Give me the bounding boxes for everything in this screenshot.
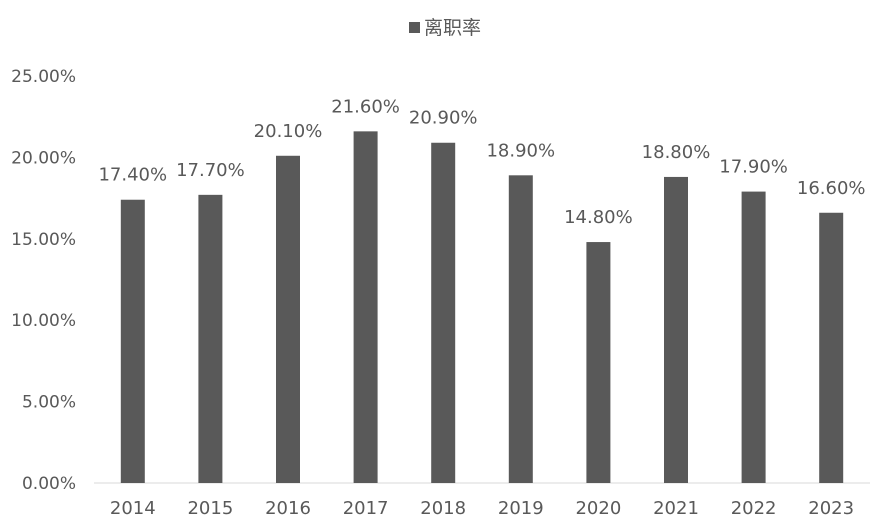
x-tick-label: 2020: [575, 498, 621, 519]
x-tick-label: 2022: [731, 498, 777, 519]
data-label-2016: 20.10%: [254, 121, 323, 142]
y-tick-label: 0.00%: [22, 474, 76, 494]
y-tick-label: 5.00%: [22, 393, 76, 413]
data-label-2019: 18.90%: [486, 140, 555, 161]
bar-2020: [586, 242, 611, 483]
data-labels: 17.40% 17.70% 20.10% 21.60% 20.90% 18.90% 14.8…: [98, 96, 865, 228]
data-label-2018: 20.90%: [409, 108, 478, 129]
x-axis-labels: 2014 2015 2016 2017 2018 2019 2020 2021 2022 2023: [110, 498, 854, 519]
x-tick-label: 2014: [110, 498, 156, 519]
data-label-2015: 17.70%: [176, 160, 245, 181]
legend-swatch: [409, 22, 420, 33]
x-tick-label: 2018: [420, 498, 466, 519]
y-tick-label: 10.00%: [11, 311, 76, 331]
y-tick-label: 25.00%: [11, 67, 76, 87]
bar-2021: [664, 176, 688, 483]
bar-2018: [431, 142, 456, 484]
data-label-2020: 14.80%: [564, 207, 633, 228]
x-tick-label: 2023: [808, 498, 854, 519]
bar-2015: [198, 194, 223, 483]
data-label-2017: 21.60%: [331, 96, 400, 117]
x-tick-label: 2015: [187, 498, 233, 519]
bar-2017: [353, 131, 378, 484]
data-label-2014: 17.40%: [98, 165, 167, 186]
x-tick-label: 2016: [265, 498, 311, 519]
legend: 离职率: [409, 17, 481, 39]
bar-2022: [741, 191, 766, 483]
y-tick-label: 20.00%: [11, 148, 76, 168]
data-label-2021: 18.80%: [642, 142, 711, 163]
data-label-2023: 16.60%: [797, 178, 866, 199]
bar-2016: [276, 155, 300, 483]
x-tick-label: 2019: [498, 498, 544, 519]
y-axis: 0.00% 5.00% 10.00% 15.00% 20.00% 25.00%: [11, 67, 76, 494]
bars: [120, 131, 844, 484]
data-label-2022: 17.90%: [719, 157, 788, 178]
x-tick-label: 2017: [343, 498, 389, 519]
bar-2023: [819, 212, 844, 483]
y-tick-label: 15.00%: [11, 230, 76, 250]
x-tick-label: 2021: [653, 498, 699, 519]
bar-2019: [508, 175, 533, 484]
bar-2014: [120, 199, 145, 483]
legend-label: 离职率: [424, 17, 481, 39]
